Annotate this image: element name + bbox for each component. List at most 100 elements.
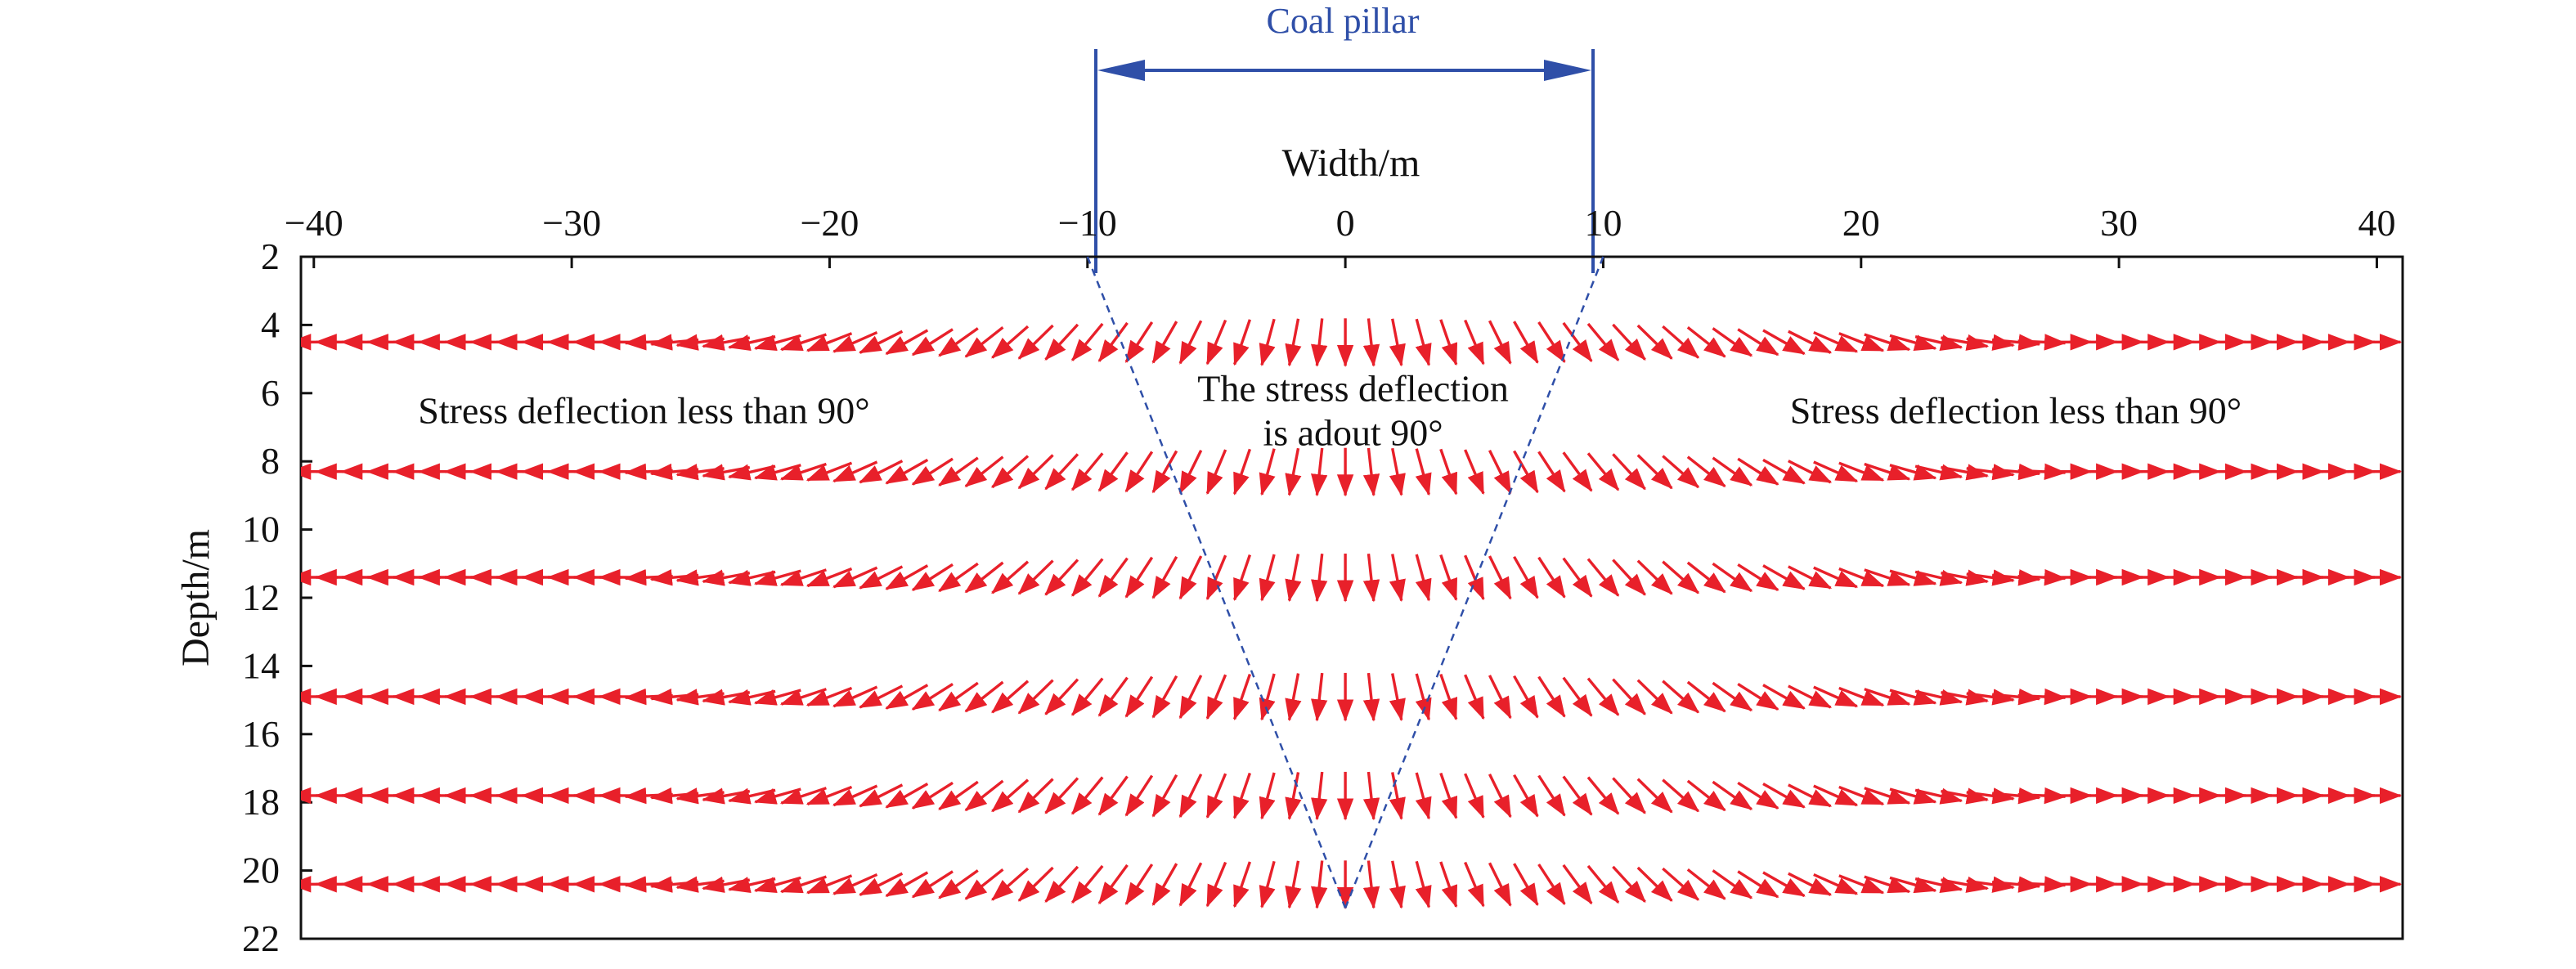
stress-arrow xyxy=(964,779,1004,812)
stress-arrow xyxy=(1991,876,2041,893)
stress-arrow xyxy=(1124,556,1154,599)
stress-arrow xyxy=(1636,559,1673,595)
stress-arrow xyxy=(1488,675,1512,720)
stress-arrow xyxy=(1662,560,1700,594)
stress-arrow xyxy=(1537,321,1566,364)
stress-arrow xyxy=(1991,334,2041,351)
stress-arrow xyxy=(1662,325,1700,359)
stress-arrow xyxy=(964,868,1004,900)
stress-arrow xyxy=(1612,777,1646,814)
stress-arrow xyxy=(1285,860,1302,909)
stress-arrow xyxy=(1737,457,1779,486)
stress-vectors xyxy=(301,318,2403,910)
x-tick-label: −10 xyxy=(1058,202,1117,244)
stress-arrow xyxy=(1991,463,2041,481)
stress-arrow xyxy=(1362,554,1380,603)
stress-arrow xyxy=(1389,318,1406,367)
stress-arrow xyxy=(1813,566,1859,589)
stress-arrow xyxy=(1097,775,1129,816)
stress-arrow xyxy=(1389,447,1406,496)
stress-arrow xyxy=(1232,554,1252,602)
stress-arrow xyxy=(1178,555,1203,600)
stress-arrow xyxy=(1586,776,1620,815)
stress-arrow xyxy=(1966,689,2015,706)
stress-arrow xyxy=(1259,772,1276,820)
stress-arrow xyxy=(1737,781,1779,810)
stress-arrow xyxy=(991,778,1030,813)
y-tick-label: 10 xyxy=(242,509,280,550)
stress-arrow xyxy=(1562,451,1593,492)
stress-arrow xyxy=(1097,557,1129,598)
stress-arrow xyxy=(1362,318,1380,367)
stress-arrow xyxy=(1415,772,1432,820)
stress-arrow xyxy=(1966,569,2015,586)
stress-arrow xyxy=(1941,689,1990,706)
stress-arrow xyxy=(1991,787,2041,805)
stress-arrow xyxy=(911,457,954,486)
stress-arrow xyxy=(1285,673,1302,722)
stress-arrow xyxy=(1070,322,1104,361)
stress-arrow xyxy=(1151,774,1178,818)
stress-arrow xyxy=(1966,787,2015,805)
stress-arrow xyxy=(1070,452,1104,491)
stress-arrow xyxy=(911,328,954,357)
stress-arrow xyxy=(1788,330,1833,354)
stress-arrow xyxy=(1941,569,1990,586)
stress-arrow xyxy=(1966,876,2015,893)
stress-arrow xyxy=(1415,554,1432,602)
stress-arrow xyxy=(1070,558,1104,597)
stress-arrow xyxy=(1124,864,1154,906)
stress-arrow xyxy=(859,565,904,590)
stress-arrow xyxy=(1415,673,1432,721)
stress-arrow xyxy=(1285,447,1302,496)
stress-arrow xyxy=(1259,448,1276,496)
stress-arrow xyxy=(1762,871,1806,898)
stress-arrow xyxy=(1562,864,1593,905)
stress-arrow xyxy=(1439,554,1458,602)
x-ticks: −40 −30 −20 −10 0 10 20 30 40 xyxy=(285,202,2395,268)
stress-arrow xyxy=(1636,866,1673,902)
stress-arrow xyxy=(832,460,878,483)
stress-arrow xyxy=(1686,680,1726,713)
stress-arrow xyxy=(1205,319,1227,366)
stress-arrow xyxy=(1537,451,1566,493)
stress-arrow xyxy=(1586,452,1620,491)
stress-arrow xyxy=(1124,675,1154,718)
stress-arrow xyxy=(1537,864,1566,906)
stress-arrow xyxy=(1991,569,2041,586)
stress-arrow xyxy=(1017,559,1054,595)
stress-arrow xyxy=(832,566,878,589)
stress-arrow xyxy=(1232,861,1252,908)
stress-arrow xyxy=(1537,774,1566,817)
stress-arrow xyxy=(1762,329,1806,356)
stress-arrow xyxy=(1205,554,1227,601)
stress-arrow xyxy=(1178,449,1203,495)
x-tick-label: 10 xyxy=(1584,202,1622,244)
x-tick-label: −30 xyxy=(542,202,601,244)
stress-arrow xyxy=(1612,559,1646,596)
stress-arrow xyxy=(964,680,1004,713)
stress-arrow xyxy=(1612,865,1646,903)
stress-arrow xyxy=(1813,330,1859,353)
stress-arrow xyxy=(1151,675,1178,719)
stress-arrow xyxy=(1124,451,1154,493)
stress-arrow xyxy=(1864,688,1911,706)
stress-arrow xyxy=(938,869,979,899)
stress-arrow xyxy=(1889,876,1937,894)
stress-arrow xyxy=(859,684,904,709)
stress-arrow xyxy=(1914,877,1963,894)
pillar-arrow-right xyxy=(1544,60,1591,81)
y-tick-label: 4 xyxy=(261,303,280,345)
stress-arrow xyxy=(1488,774,1512,819)
right-region-label: Stress deflection less than 90° xyxy=(1790,390,2242,432)
stress-arrow xyxy=(991,867,1030,901)
stress-arrow xyxy=(1513,555,1539,599)
stress-arrow xyxy=(1889,689,1937,706)
stress-arrow xyxy=(1662,455,1700,489)
stress-arrow xyxy=(885,564,929,590)
stress-arrow xyxy=(1914,334,1963,351)
x-tick-label: 30 xyxy=(2100,202,2138,244)
stress-arrow xyxy=(1762,564,1806,590)
stress-arrow xyxy=(1914,464,1963,481)
x-tick-label: 20 xyxy=(1842,202,1880,244)
